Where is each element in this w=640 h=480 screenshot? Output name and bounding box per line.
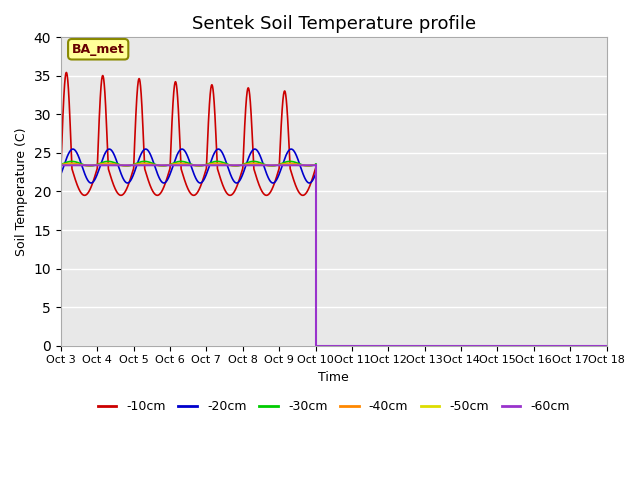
-10cm (299, 192, 307, 198)
-10cm (70, 173, 78, 179)
-50cm (305, 163, 312, 168)
-30cm (70, 159, 78, 165)
-20cm (57, 171, 65, 177)
-40cm (57, 162, 65, 168)
-30cm (181, 159, 189, 165)
-20cm (160, 180, 168, 186)
-30cm (68, 158, 76, 164)
-30cm (305, 163, 312, 169)
-40cm (305, 163, 312, 168)
Line: -30cm: -30cm (61, 161, 316, 166)
-10cm (312, 166, 319, 171)
-50cm (102, 161, 110, 167)
-30cm (258, 160, 266, 166)
-60cm (257, 162, 265, 168)
-40cm (258, 162, 266, 168)
-60cm (304, 162, 312, 168)
-40cm (312, 162, 319, 168)
-50cm (57, 162, 65, 168)
-60cm (181, 162, 189, 168)
-60cm (174, 162, 182, 168)
-20cm (70, 146, 77, 152)
-50cm (181, 162, 189, 168)
-30cm (159, 163, 166, 169)
-10cm (305, 186, 312, 192)
-50cm (305, 163, 312, 168)
-50cm (312, 162, 319, 168)
-20cm (181, 148, 189, 154)
-40cm (305, 163, 312, 168)
-30cm (312, 162, 319, 168)
-40cm (174, 160, 182, 166)
-30cm (57, 162, 65, 168)
Line: -20cm: -20cm (61, 149, 316, 183)
-10cm (181, 178, 189, 184)
-40cm (195, 163, 202, 168)
-20cm (305, 180, 312, 186)
-30cm (305, 163, 312, 169)
-50cm (174, 161, 182, 167)
-10cm (63, 70, 70, 75)
-20cm (305, 180, 312, 186)
-60cm (70, 162, 77, 168)
-60cm (312, 162, 319, 168)
-20cm (251, 146, 259, 152)
-60cm (304, 162, 312, 168)
Text: BA_met: BA_met (72, 43, 125, 56)
-30cm (174, 159, 182, 165)
-40cm (181, 161, 189, 167)
Y-axis label: Soil Temperature (C): Soil Temperature (C) (15, 127, 28, 256)
-40cm (70, 161, 77, 167)
-50cm (266, 163, 274, 168)
-10cm (174, 102, 182, 108)
Line: -40cm: -40cm (61, 163, 316, 166)
-10cm (305, 187, 312, 192)
-20cm (312, 171, 319, 177)
Line: -10cm: -10cm (61, 72, 316, 195)
Legend: -10cm, -20cm, -30cm, -40cm, -50cm, -60cm: -10cm, -20cm, -30cm, -40cm, -50cm, -60cm (93, 395, 575, 418)
-60cm (57, 162, 65, 168)
-50cm (70, 161, 77, 167)
Title: Sentek Soil Temperature profile: Sentek Soil Temperature profile (191, 15, 476, 33)
X-axis label: Time: Time (318, 371, 349, 384)
-50cm (258, 162, 266, 168)
-10cm (258, 188, 266, 193)
-20cm (258, 157, 266, 163)
-10cm (57, 166, 65, 171)
-20cm (174, 150, 182, 156)
Line: -50cm: -50cm (61, 164, 316, 166)
-40cm (104, 160, 111, 166)
